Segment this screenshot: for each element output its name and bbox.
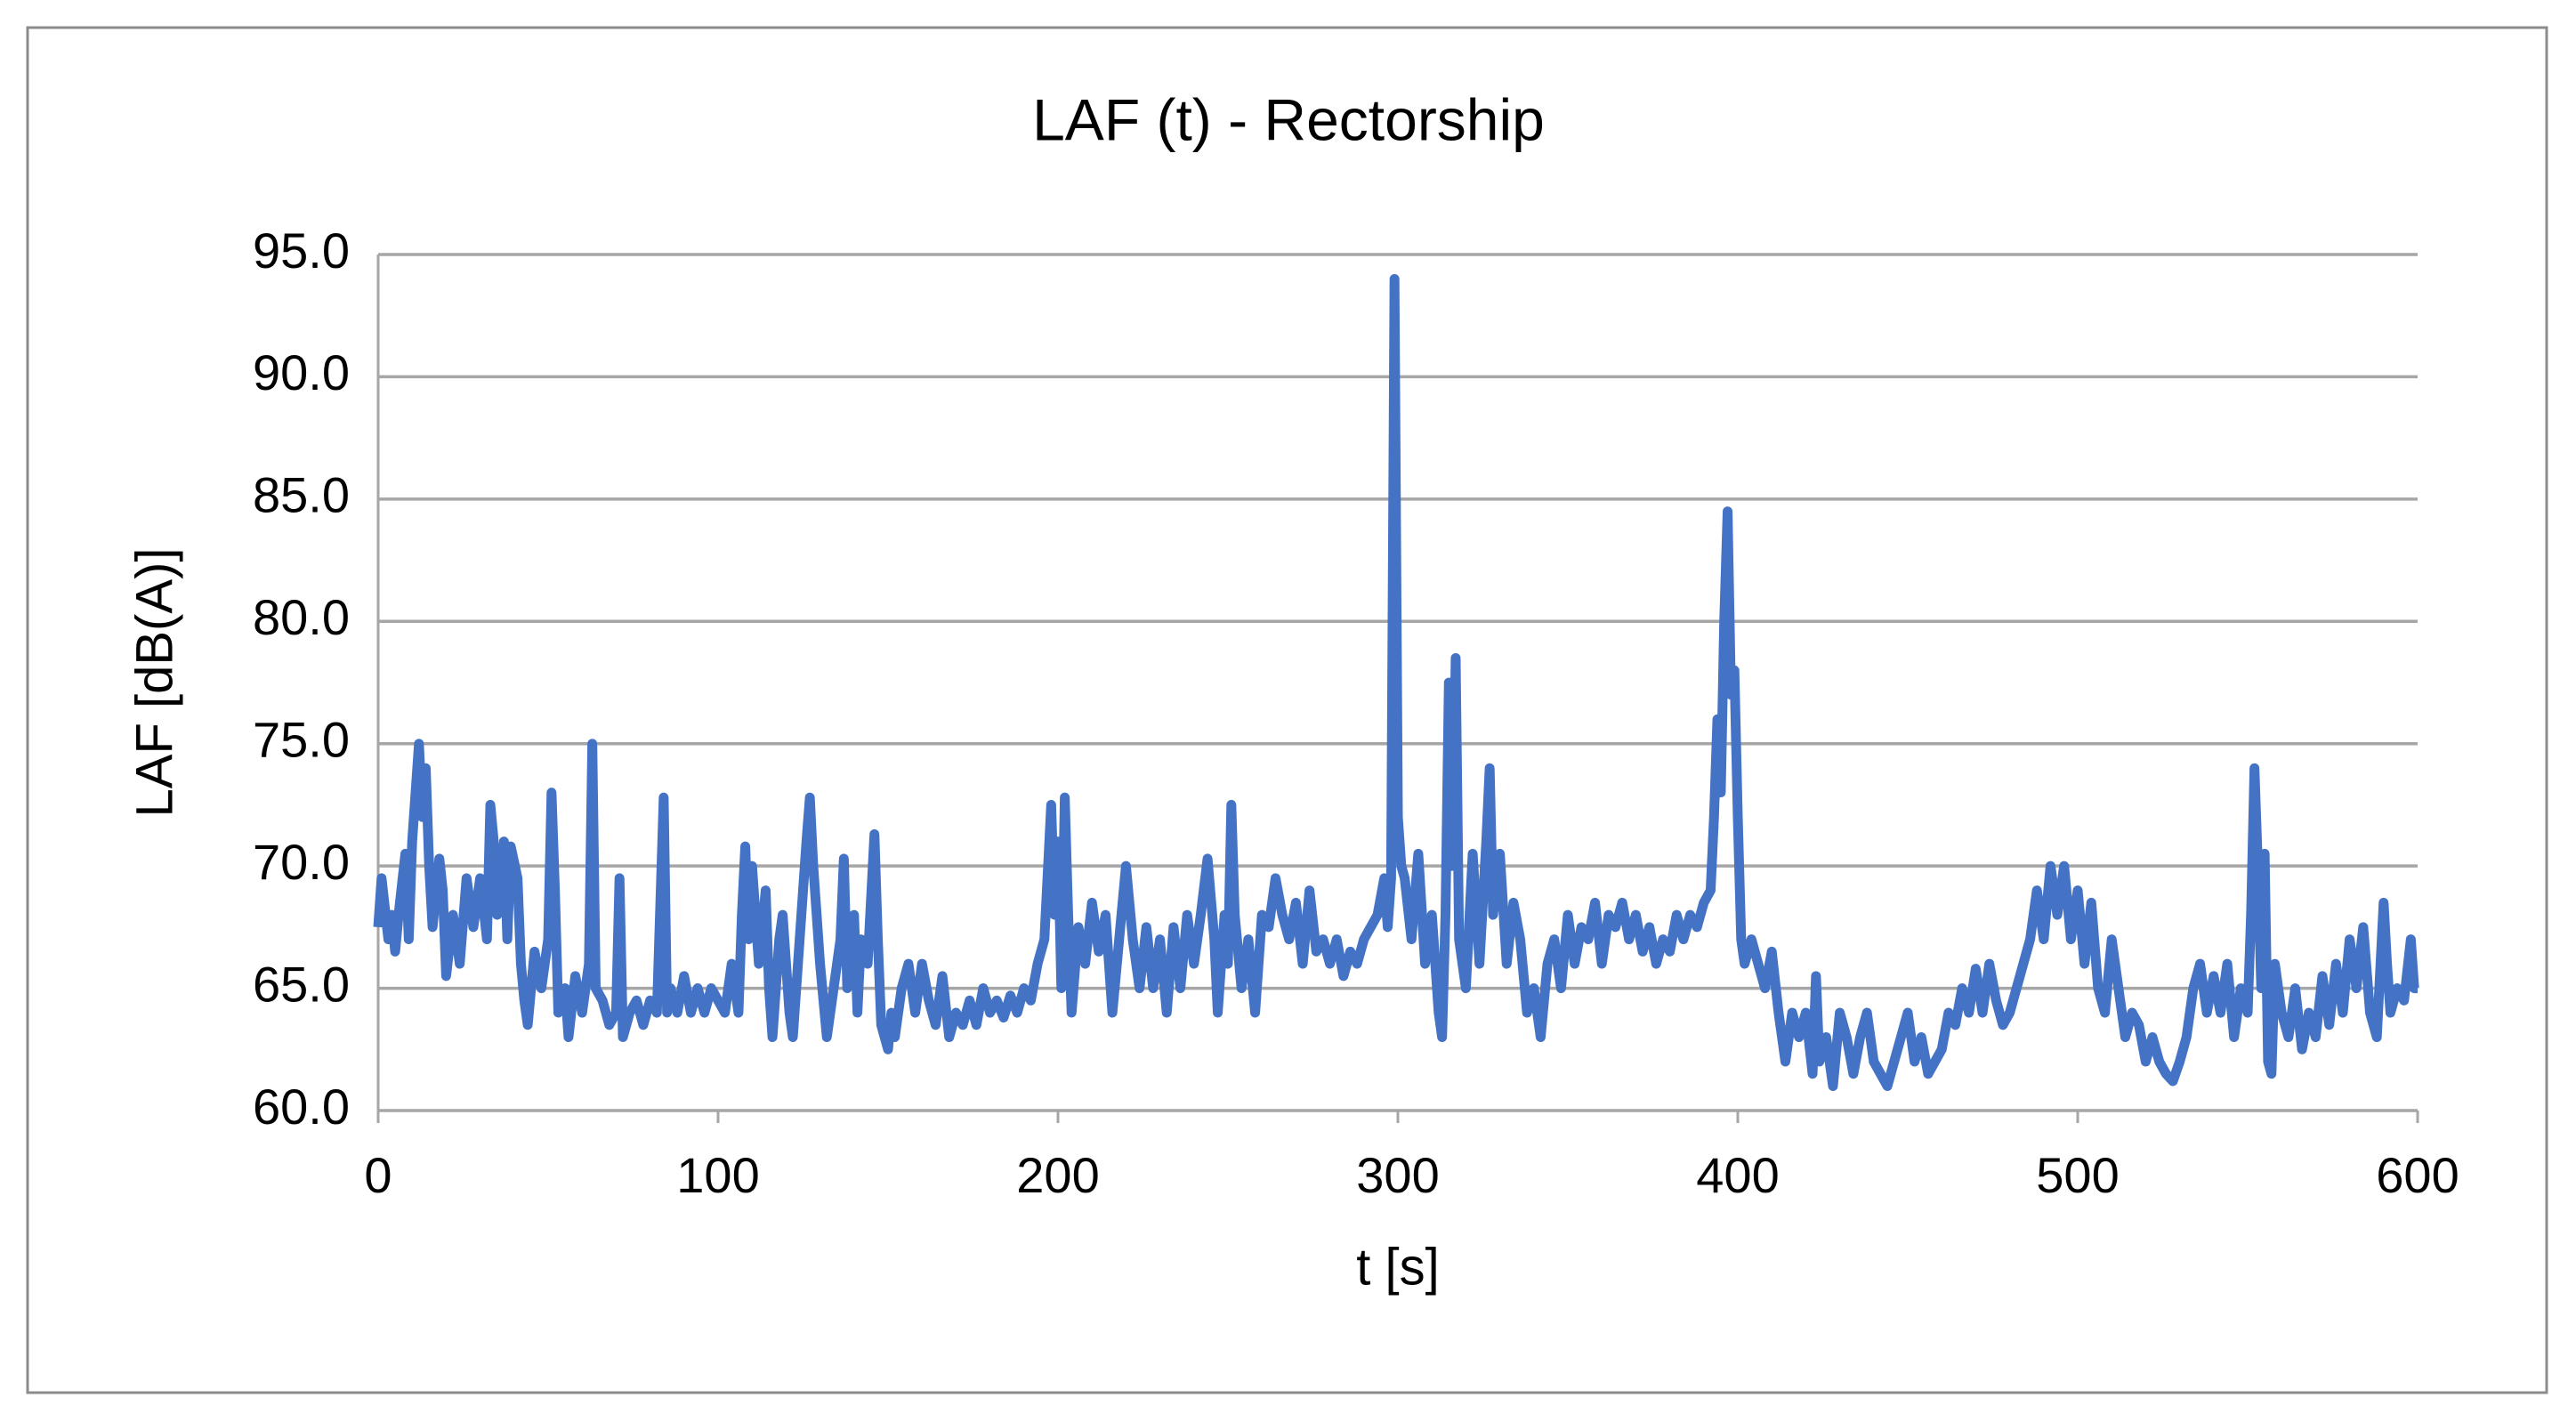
- x-tick-label: 100: [676, 1147, 759, 1203]
- y-tick-label: 80.0: [253, 589, 350, 645]
- x-tick-label: 300: [1356, 1147, 1439, 1203]
- y-axis-title: LAF [dB(A)]: [125, 548, 183, 818]
- x-tick-label: 400: [1696, 1147, 1779, 1203]
- y-tick-label: 60.0: [253, 1079, 350, 1135]
- y-tick-label: 65.0: [253, 956, 350, 1012]
- y-tick-label: 70.0: [253, 834, 350, 890]
- chart-title: LAF (t) - Rectorship: [1032, 86, 1545, 152]
- data-line: [373, 273, 2419, 1092]
- y-tick-label: 90.0: [253, 344, 350, 400]
- x-axis-title: t [s]: [1356, 1238, 1439, 1296]
- y-tick-label: 75.0: [253, 712, 350, 768]
- x-tick-label: 600: [2376, 1147, 2459, 1203]
- y-tick-label: 95.0: [253, 222, 350, 279]
- y-tick-label: 85.0: [253, 467, 350, 523]
- x-tick-label: 200: [1016, 1147, 1099, 1203]
- chart-border: [26, 26, 2548, 1394]
- x-tick-label: 0: [364, 1147, 392, 1203]
- x-tick-label: 500: [2036, 1147, 2119, 1203]
